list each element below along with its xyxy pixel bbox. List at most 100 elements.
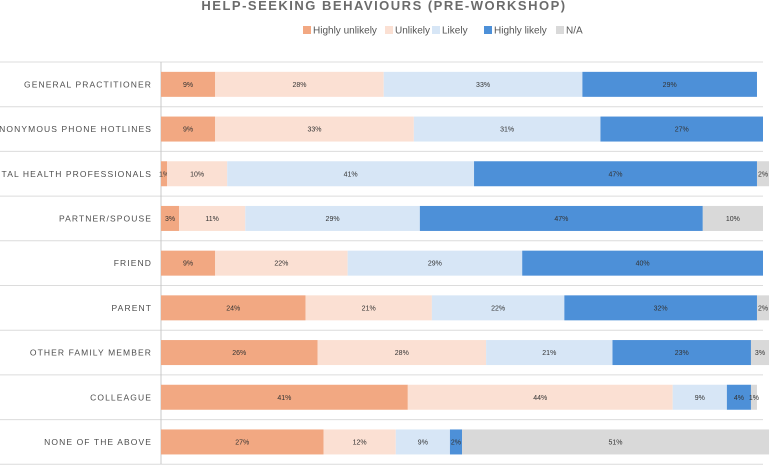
category-label-mental-health-professionals: MENTAL HEALTH PROFESSIONALS — [0, 169, 152, 179]
bar-segment-none-of-the-above-highly-unlikely — [161, 429, 324, 455]
bar-segment-anonymous-phone-hotlines-highly-unlikely — [161, 116, 216, 142]
legend-swatch-highly-likely — [484, 26, 492, 34]
bar-segment-general-practitioner-highly-likely — [582, 71, 757, 97]
data-label-colleague-highly-likely: 4% — [734, 395, 744, 402]
bar-segment-none-of-the-above-unlikely — [323, 429, 396, 455]
category-label-other-family-member: OTHER FAMILY MEMBER — [30, 348, 152, 358]
data-label-partner-spouse-highly-likely: 47% — [554, 216, 568, 223]
bar-segment-mental-health-professionals-highly-likely — [474, 161, 757, 187]
bar-segment-general-practitioner-highly-unlikely — [161, 71, 216, 97]
legend-label-highly-likely: Highly likely — [494, 26, 547, 37]
data-label-parent-likely: 22% — [491, 305, 505, 312]
bar-segment-parent-highly-unlikely — [161, 295, 306, 321]
bar-segment-partner-spouse-n-a — [702, 205, 763, 231]
data-label-other-family-member-likely: 21% — [542, 350, 556, 357]
bar-segment-colleague-likely — [672, 384, 727, 410]
data-label-mental-health-professionals-likely: 41% — [344, 171, 358, 178]
data-label-none-of-the-above-unlikely: 12% — [353, 439, 367, 446]
bar-segment-friend-unlikely — [215, 250, 348, 276]
bar-segment-colleague-highly-likely — [726, 384, 751, 410]
data-label-parent-unlikely: 21% — [362, 305, 376, 312]
bar-segment-none-of-the-above-likely — [395, 429, 450, 455]
category-label-none-of-the-above: NONE OF THE ABOVE — [44, 437, 152, 447]
data-label-none-of-the-above-highly-unlikely: 27% — [235, 439, 249, 446]
bar-segment-other-family-member-highly-likely — [612, 340, 751, 366]
bar-segment-anonymous-phone-hotlines-likely — [413, 116, 601, 142]
legend-label-likely: Likely — [442, 26, 468, 37]
category-labels: GENERAL PRACTITIONER ANONYMOUS PHONE HOTL… — [0, 79, 152, 447]
data-label-colleague-highly-unlikely: 41% — [277, 395, 291, 402]
data-label-anonymous-phone-hotlines-likely: 31% — [500, 127, 514, 134]
data-label-other-family-member-n-a: 3% — [755, 350, 765, 357]
data-label-friend-highly-unlikely: 9% — [183, 261, 193, 268]
bar-segment-none-of-the-above-highly-likely — [449, 429, 462, 455]
bar-segment-colleague-n-a — [750, 384, 757, 410]
legend-swatch-highly-unlikely — [303, 26, 311, 34]
bar-segment-parent-likely — [431, 295, 565, 321]
data-label-partner-spouse-unlikely: 11% — [205, 216, 219, 223]
bar-segment-general-practitioner-likely — [383, 71, 583, 97]
data-label-partner-spouse-likely: 29% — [326, 216, 340, 223]
bar-segment-partner-spouse-highly-unlikely — [161, 205, 180, 231]
category-label-parent: PARENT — [112, 303, 152, 313]
bars: 9% 28% 33% 29% 9% 33% 31% 27% 1% 10% 41% 47% 2% 3% 11%… — [159, 71, 770, 455]
row-separators — [0, 61, 763, 465]
legend-label-unlikely: Unlikely — [395, 26, 430, 37]
bar-segment-mental-health-professionals-n-a — [756, 161, 770, 187]
category-label-general-practitioner: GENERAL PRACTITIONER — [24, 79, 152, 89]
bar-segment-parent-unlikely — [305, 295, 432, 321]
data-label-anonymous-phone-hotlines-highly-likely: 27% — [675, 127, 689, 134]
chart-title: HELP-SEEKING BEHAVIOURS (PRE-WORKSHOP) — [201, 0, 566, 13]
bar-segment-partner-spouse-highly-likely — [419, 205, 703, 231]
data-label-mental-health-professionals-n-a: 2% — [758, 171, 768, 178]
data-label-colleague-unlikely: 44% — [533, 395, 547, 402]
category-label-partner-spouse: PARTNER/SPOUSE — [59, 213, 152, 223]
data-label-none-of-the-above-n-a: 51% — [609, 439, 623, 446]
bar-segment-colleague-unlikely — [407, 384, 673, 410]
bar-segment-general-practitioner-unlikely — [215, 71, 384, 97]
data-label-anonymous-phone-hotlines-unlikely: 33% — [308, 127, 322, 134]
data-label-general-practitioner-highly-unlikely: 9% — [183, 82, 193, 89]
legend: Highly unlikely Unlikely Likely Highly like… — [303, 26, 583, 37]
category-label-colleague: COLLEAGUE — [90, 392, 152, 402]
data-label-other-family-member-unlikely: 28% — [395, 350, 409, 357]
bar-segment-mental-health-professionals-unlikely — [167, 161, 228, 187]
legend-label-n-a: N/A — [566, 26, 583, 37]
bar-segment-other-family-member-unlikely — [317, 340, 487, 366]
data-label-parent-highly-likely: 32% — [654, 305, 668, 312]
data-label-none-of-the-above-likely: 9% — [418, 439, 428, 446]
data-label-friend-highly-likely: 40% — [636, 261, 650, 268]
legend-label-highly-unlikely: Highly unlikely — [313, 26, 377, 37]
data-label-other-family-member-highly-unlikely: 26% — [232, 350, 246, 357]
data-label-anonymous-phone-hotlines-highly-unlikely: 9% — [183, 127, 193, 134]
bar-segment-none-of-the-above-n-a — [462, 429, 770, 455]
bar-segment-friend-highly-likely — [522, 250, 763, 276]
data-label-other-family-member-highly-likely: 23% — [675, 350, 689, 357]
bar-segment-partner-spouse-likely — [245, 205, 420, 231]
data-label-mental-health-professionals-unlikely: 10% — [190, 171, 204, 178]
legend-swatch-unlikely — [385, 26, 393, 34]
data-label-none-of-the-above-highly-likely: 2% — [451, 439, 461, 446]
bar-segment-other-family-member-highly-unlikely — [161, 340, 318, 366]
data-label-partner-spouse-n-a: 10% — [726, 216, 740, 223]
bar-segment-parent-highly-likely — [564, 295, 757, 321]
data-label-general-practitioner-likely: 33% — [476, 82, 490, 89]
data-label-colleague-likely: 9% — [695, 395, 705, 402]
legend-swatch-n-a — [556, 26, 564, 34]
bar-segment-other-family-member-n-a — [750, 340, 770, 366]
bar-segment-anonymous-phone-hotlines-highly-likely — [600, 116, 763, 142]
data-label-mental-health-professionals-highly-unlikely: 1% — [159, 171, 169, 178]
data-label-parent-highly-unlikely: 24% — [226, 305, 240, 312]
data-label-mental-health-professionals-highly-likely: 47% — [609, 171, 623, 178]
bar-segment-partner-spouse-unlikely — [179, 205, 246, 231]
data-label-parent-n-a: 2% — [758, 305, 768, 312]
data-label-partner-spouse-highly-unlikely: 3% — [165, 216, 175, 223]
bar-segment-friend-highly-unlikely — [161, 250, 216, 276]
bar-segment-other-family-member-likely — [486, 340, 613, 366]
category-label-anonymous-phone-hotlines: ANONYMOUS PHONE HOTLINES — [0, 124, 152, 134]
data-label-friend-unlikely: 22% — [274, 261, 288, 268]
data-label-friend-likely: 29% — [428, 261, 442, 268]
bar-segment-mental-health-professionals-likely — [227, 161, 475, 187]
data-label-general-practitioner-unlikely: 28% — [292, 82, 306, 89]
